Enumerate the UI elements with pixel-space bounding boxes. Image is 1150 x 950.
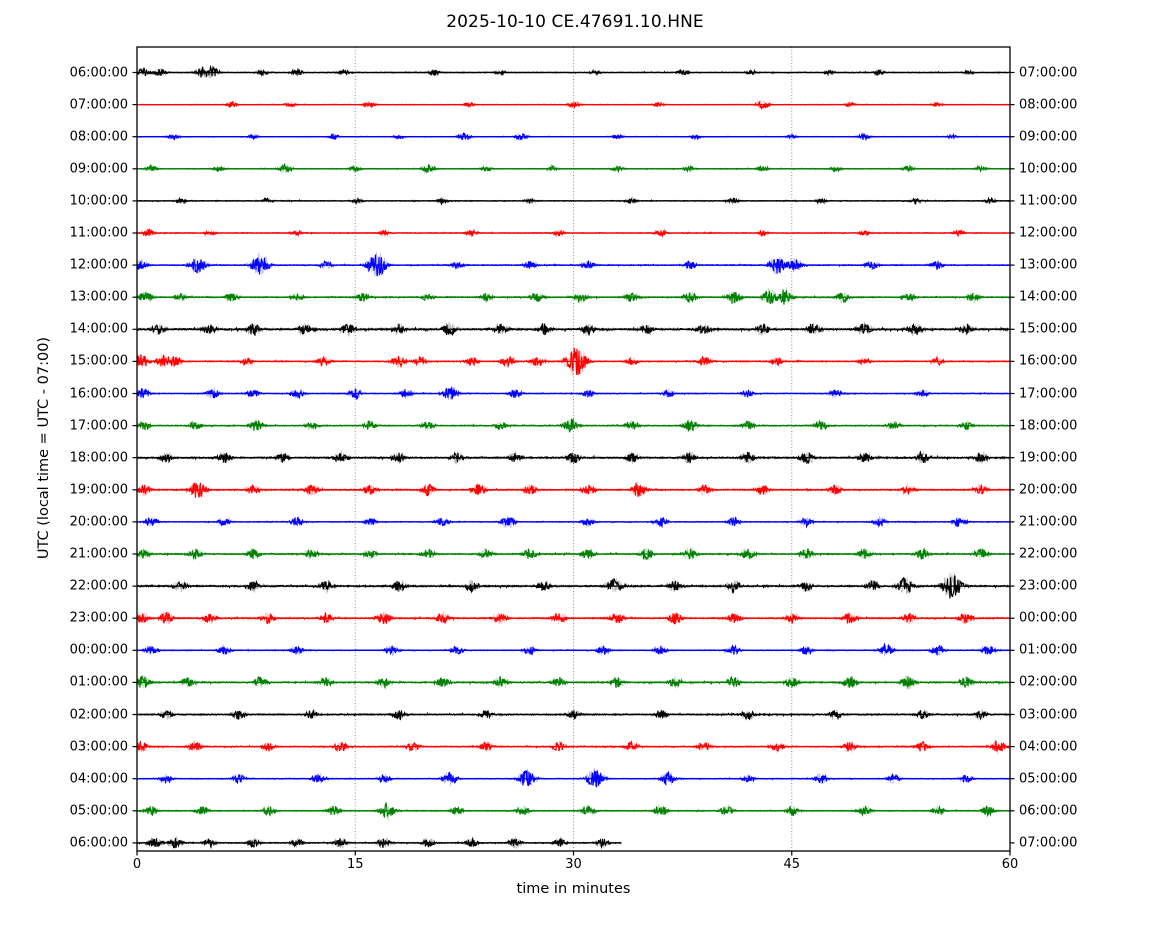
right-tick-label-8: 15:00:00	[1019, 321, 1078, 337]
right-tick-label-4: 11:00:00	[1019, 193, 1078, 209]
right-tick-label-5: 12:00:00	[1019, 225, 1078, 241]
right-tick-label-16: 23:00:00	[1019, 578, 1078, 594]
left-tick-label-21: 03:00:00	[69, 739, 128, 755]
left-tick-label-11: 17:00:00	[69, 418, 128, 434]
right-tick-label-17: 00:00:00	[1019, 610, 1078, 626]
left-tick-label-5: 11:00:00	[69, 225, 128, 241]
plot-frame	[136, 46, 1011, 852]
right-tick-label-6: 13:00:00	[1019, 257, 1078, 273]
right-tick-label-7: 14:00:00	[1019, 289, 1078, 305]
right-tick-label-21: 04:00:00	[1019, 739, 1078, 755]
right-tick-label-9: 16:00:00	[1019, 353, 1078, 369]
left-tick-label-0: 06:00:00	[69, 65, 128, 80]
left-tick-label-10: 16:00:00	[69, 386, 128, 401]
x-tick-label-0: 0	[132, 857, 142, 872]
left-tick-label-22: 04:00:00	[69, 771, 128, 787]
right-tick-label-1: 08:00:00	[1019, 97, 1078, 113]
left-tick-label-19: 01:00:00	[69, 674, 128, 690]
x-tick-label-4: 60	[1001, 857, 1019, 872]
left-tick-label-9: 15:00:00	[69, 353, 128, 369]
right-tick-label-18: 01:00:00	[1019, 642, 1078, 658]
left-tick-label-2: 08:00:00	[69, 129, 128, 145]
right-tick-label-11: 18:00:00	[1019, 418, 1078, 434]
axis-ticks	[132, 71, 1015, 856]
right-tick-label-15: 22:00:00	[1019, 546, 1078, 562]
left-tick-label-15: 21:00:00	[69, 546, 128, 562]
right-tick-label-0: 07:00:00	[1019, 65, 1078, 80]
right-tick-label-23: 06:00:00	[1019, 803, 1078, 819]
left-tick-label-8: 14:00:00	[69, 321, 128, 337]
right-tick-label-14: 21:00:00	[1019, 514, 1078, 530]
trace-row-23	[136, 801, 1011, 819]
right-tick-label-13: 20:00:00	[1019, 482, 1078, 498]
right-tick-label-20: 03:00:00	[1019, 707, 1078, 722]
page-title: 2025-10-10 CE.47691.10.HNE	[446, 12, 704, 32]
right-tick-label-19: 02:00:00	[1019, 674, 1078, 690]
left-tick-label-14: 20:00:00	[69, 514, 128, 530]
left-tick-label-7: 13:00:00	[69, 289, 128, 305]
left-tick-label-6: 12:00:00	[69, 257, 128, 273]
right-tick-label-24: 07:00:00	[1019, 835, 1078, 851]
left-tick-label-4: 10:00:00	[69, 193, 128, 209]
right-tick-label-12: 19:00:00	[1019, 450, 1078, 466]
x-axis-label: time in minutes	[516, 881, 631, 897]
x-tick-label-1: 15	[346, 857, 364, 872]
left-tick-label-13: 19:00:00	[69, 482, 128, 498]
left-tick-label-3: 09:00:00	[69, 161, 128, 177]
waveform-traces	[136, 64, 1011, 850]
left-tick-label-16: 22:00:00	[69, 578, 128, 594]
left-tick-label-12: 18:00:00	[69, 450, 128, 466]
left-tick-label-17: 23:00:00	[69, 610, 128, 626]
left-tick-label-20: 02:00:00	[69, 707, 128, 722]
right-tick-label-10: 17:00:00	[1019, 386, 1078, 401]
right-tick-label-22: 05:00:00	[1019, 771, 1078, 787]
trace-halo	[136, 321, 1011, 338]
x-tick-label-2: 30	[565, 857, 582, 872]
right-tick-label-3: 10:00:00	[1019, 161, 1078, 177]
left-tick-label-18: 00:00:00	[69, 642, 128, 658]
right-tick-label-2: 09:00:00	[1019, 129, 1078, 145]
x-tick-label-3: 45	[783, 857, 801, 872]
left-tick-label-1: 07:00:00	[69, 97, 128, 113]
left-tick-label-24: 06:00:00	[69, 835, 128, 851]
left-tick-label-23: 05:00:00	[69, 803, 128, 819]
